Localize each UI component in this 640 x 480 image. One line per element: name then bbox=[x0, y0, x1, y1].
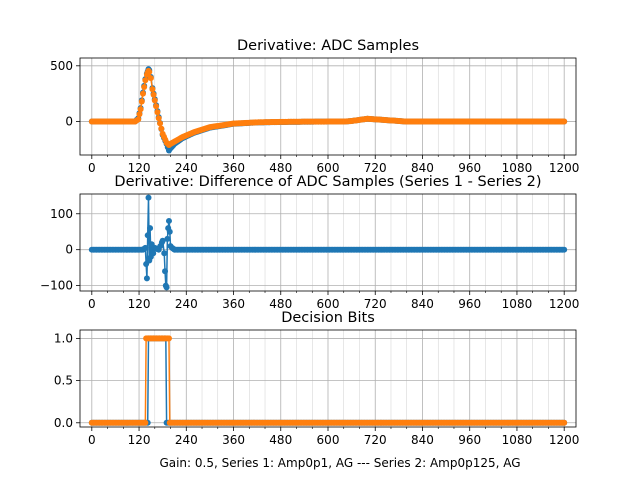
y-ticks: 0.0 0.5 1.0 bbox=[54, 331, 80, 430]
data-point bbox=[561, 246, 568, 253]
x-tick-label: 960 bbox=[458, 161, 481, 175]
gridlines bbox=[80, 194, 576, 291]
data-point bbox=[159, 237, 166, 244]
data-point bbox=[143, 275, 150, 282]
data-point bbox=[162, 268, 169, 275]
x-tick-label: 960 bbox=[458, 433, 481, 447]
data-point bbox=[147, 75, 154, 82]
subplot-title: Derivative: ADC Samples bbox=[237, 38, 419, 54]
y-tick-label: 0 bbox=[65, 243, 73, 257]
data-point bbox=[146, 68, 153, 75]
x-tick-label: 480 bbox=[269, 161, 292, 175]
data-point bbox=[142, 244, 149, 251]
x-tick-label: 720 bbox=[364, 297, 387, 311]
data-point bbox=[161, 250, 168, 257]
x-tick-label: 120 bbox=[128, 297, 151, 311]
data-point bbox=[144, 232, 151, 239]
x-tick-label: 720 bbox=[364, 161, 387, 175]
data-point bbox=[561, 419, 568, 426]
data-point bbox=[154, 109, 161, 116]
data-point bbox=[150, 91, 157, 98]
data-point bbox=[165, 217, 172, 224]
x-tick-label: 480 bbox=[269, 297, 292, 311]
x-tick-label: 720 bbox=[364, 433, 387, 447]
data-point bbox=[165, 335, 172, 342]
x-tick-label: 840 bbox=[411, 161, 434, 175]
x-tick-label: 960 bbox=[458, 297, 481, 311]
series-group bbox=[88, 335, 568, 426]
subplot-decision: 0 120 240 360 480 600 720 840 960 1080 1200 0.0 0.5 1… bbox=[54, 310, 580, 447]
subplot-title: Derivative: Difference of ADC Samples (S… bbox=[114, 174, 541, 190]
x-tick-label: 0 bbox=[88, 297, 96, 311]
x-tick-label: 600 bbox=[317, 433, 340, 447]
x-tick-label: 840 bbox=[411, 297, 434, 311]
x-tick-label: 120 bbox=[128, 433, 151, 447]
subplot-diff: 0 120 240 360 480 600 720 840 960 1080 1200 −100 0 10… bbox=[40, 174, 579, 311]
data-point bbox=[142, 419, 149, 426]
x-tick-label: 600 bbox=[317, 161, 340, 175]
x-tick-label: 120 bbox=[128, 161, 151, 175]
x-tick-label: 1080 bbox=[502, 433, 533, 447]
data-point bbox=[158, 125, 165, 132]
y-ticks: 0 500 bbox=[50, 59, 80, 129]
series-group bbox=[88, 66, 568, 154]
y-tick-label: 0 bbox=[65, 115, 73, 129]
x-tick-label: 480 bbox=[269, 433, 292, 447]
x-tick-label: 240 bbox=[175, 297, 198, 311]
x-ticks: 0 120 240 360 480 600 720 840 960 1080 1200 bbox=[88, 427, 579, 447]
y-tick-label: 0.0 bbox=[54, 416, 73, 430]
data-point bbox=[141, 83, 148, 90]
data-point bbox=[135, 116, 142, 123]
x-tick-label: 240 bbox=[175, 433, 198, 447]
data-point bbox=[164, 235, 171, 242]
data-point bbox=[561, 118, 568, 125]
data-point bbox=[151, 97, 158, 104]
data-point bbox=[153, 103, 160, 110]
data-point bbox=[137, 106, 144, 113]
x-tick-label: 360 bbox=[222, 433, 245, 447]
x-tick-label: 0 bbox=[88, 433, 96, 447]
y-tick-label: 500 bbox=[50, 59, 73, 73]
x-tick-label: 1080 bbox=[502, 161, 533, 175]
data-point bbox=[142, 77, 149, 84]
x-tick-label: 0 bbox=[88, 161, 96, 175]
data-point bbox=[166, 228, 173, 235]
x-tick-label: 1200 bbox=[549, 161, 580, 175]
x-ticks: 0 120 240 360 480 600 720 840 960 1080 1200 bbox=[88, 155, 579, 175]
data-point bbox=[150, 250, 157, 257]
x-tick-label: 840 bbox=[411, 433, 434, 447]
plots-container: 0 120 240 360 480 600 720 840 960 1080 12000500Der… bbox=[40, 38, 579, 447]
data-point bbox=[155, 115, 162, 122]
x-tick-label: 360 bbox=[222, 297, 245, 311]
data-point bbox=[145, 194, 152, 201]
series-markers-1 bbox=[88, 194, 568, 291]
y-tick-label: 0.5 bbox=[54, 374, 73, 388]
figure-xlabel: Gain: 0.5, Series 1: Amp0p1, AG --- Seri… bbox=[159, 456, 520, 470]
series-markers-2 bbox=[88, 335, 568, 426]
series-markers-2 bbox=[88, 67, 568, 148]
x-tick-label: 1200 bbox=[549, 297, 580, 311]
data-point bbox=[149, 86, 156, 93]
x-tick-label: 360 bbox=[222, 161, 245, 175]
subplot-adc: 0 120 240 360 480 600 720 840 960 1080 1200 0 500 Der… bbox=[50, 38, 579, 175]
x-ticks: 0 120 240 360 480 600 720 840 960 1080 1200 bbox=[88, 291, 579, 311]
data-point bbox=[139, 90, 146, 97]
x-tick-label: 240 bbox=[175, 161, 198, 175]
data-point bbox=[136, 111, 143, 118]
x-tick-label: 1080 bbox=[502, 297, 533, 311]
series-group bbox=[88, 194, 568, 291]
data-point bbox=[138, 98, 145, 105]
y-tick-label: 100 bbox=[50, 207, 73, 221]
y-tick-label: 1.0 bbox=[54, 331, 73, 345]
x-tick-label: 600 bbox=[317, 297, 340, 311]
data-point bbox=[163, 284, 170, 291]
x-tick-label: 1200 bbox=[549, 433, 580, 447]
subplot-title: Decision Bits bbox=[281, 310, 375, 326]
data-point bbox=[147, 225, 154, 232]
y-ticks: −100 0 100 bbox=[40, 207, 80, 293]
y-tick-label: −100 bbox=[40, 279, 73, 293]
data-point bbox=[157, 120, 164, 127]
